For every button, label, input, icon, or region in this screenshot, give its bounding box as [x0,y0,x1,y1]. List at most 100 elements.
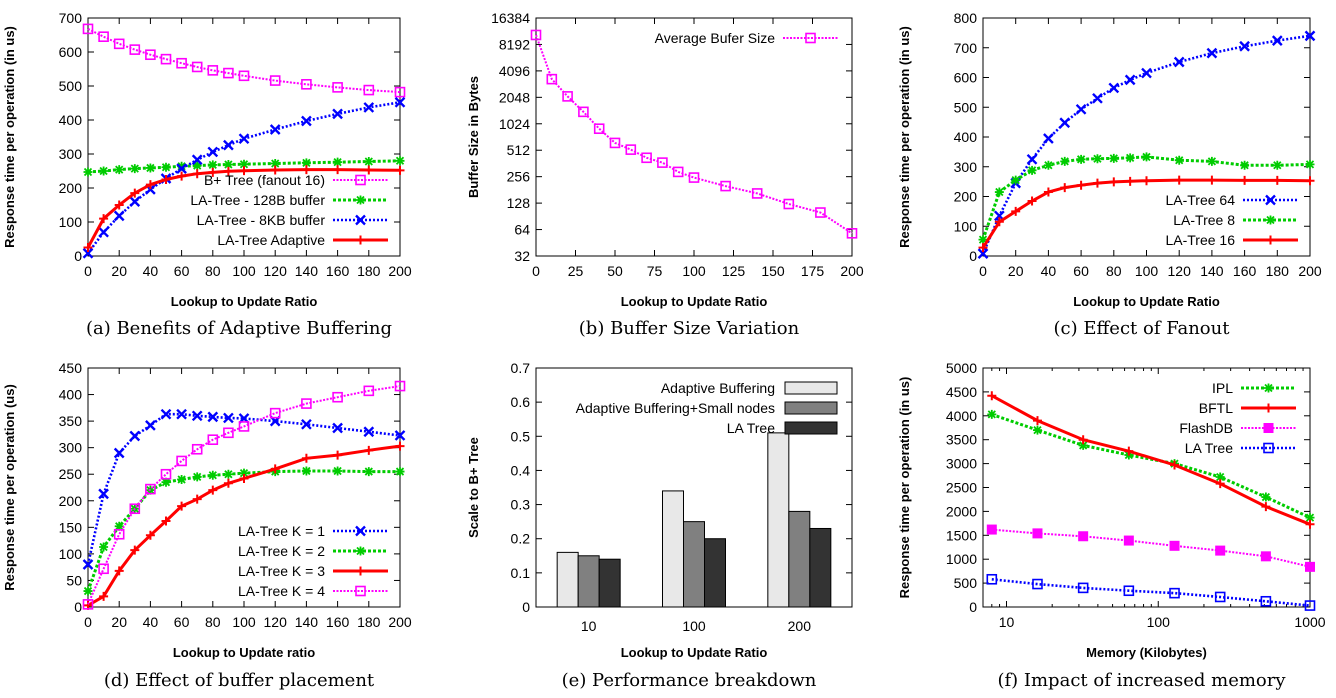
data-point-3-5 [1043,187,1053,197]
y-tick-label: 2048 [499,89,530,105]
legend-marker [1266,215,1275,225]
data-point-1-15 [815,207,826,218]
y-axis-title: Response time per operation (us) [2,384,17,591]
data-point-1-2 [1032,425,1042,435]
data-point-4-1 [82,599,94,610]
data-point-2-3 [114,165,124,175]
data-point-2-13 [1207,156,1217,166]
x-tick-label: 125 [722,263,746,279]
data-point-1-6 [1215,472,1225,482]
data-point-4-7 [1260,595,1272,607]
data-point-4-13 [301,398,312,409]
y-tick-label: 200 [59,493,83,509]
data-point-2-2 [994,187,1004,197]
x-tick-label: 25 [568,263,584,279]
x-tick-label: 100 [682,263,706,279]
data-point-1-14 [783,198,795,210]
y-tick-label: 300 [59,440,83,456]
data-point-3-15 [363,102,375,113]
y-tick-label: 0.3 [511,497,531,513]
data-point-3-15 [1272,175,1282,185]
x-tick-label: 50 [607,263,623,279]
x-tick-label: 200 [1298,263,1322,279]
data-point-1-13 [1206,47,1218,59]
data-point-2-6 [161,162,171,172]
data-point-1-6 [609,137,621,149]
y-tick-label: 50 [66,572,82,588]
data-point-1-13 [751,188,763,199]
data-point-3-8 [191,154,203,166]
data-point-1-6 [160,408,172,420]
x-tick-label: 60 [1073,263,1089,279]
data-point-2-1 [978,235,988,245]
data-point-1-10 [223,412,234,424]
y-tick-label: 1500 [946,527,977,543]
y-tick-label: 450 [59,360,83,376]
x-tick-label: 175 [801,263,825,279]
data-point-4-12 [270,165,280,175]
series-line-2 [86,469,400,592]
data-point-3-2 [994,217,1004,227]
plot-frame [535,17,853,257]
data-point-1-13 [301,418,312,430]
bar-2-1 [577,555,600,608]
data-point-2-8 [192,472,202,482]
y-tick-label: 500 [954,575,978,591]
data-point-1-8 [191,410,203,422]
data-point-3-15 [364,445,374,455]
data-point-4-3 [114,200,124,210]
series-line-2 [87,159,401,174]
series-line-3 [981,178,1311,249]
data-point-3-14 [332,108,343,120]
series-line-3 [87,444,401,607]
legend-marker [356,235,365,245]
legend-label: LA-Tree - 128B buffer [190,192,325,208]
y-tick-label: 8192 [499,36,530,52]
data-point-2-3 [114,521,124,531]
data-point-2-8 [1092,154,1102,164]
x-tick-label: 100 [1135,263,1159,279]
caption: (d) Effect of buffer placement [104,670,375,691]
data-point-1-12 [1173,56,1185,68]
x-tick-label: 100 [232,263,256,279]
x-axis-title: Lookup to Update Ratio [621,294,768,309]
data-point-4-4 [1123,585,1135,597]
data-point-1-1 [977,248,989,259]
data-point-1-5 [145,49,156,61]
x-tick-label: 160 [1233,263,1257,279]
data-point-2-15 [364,467,374,477]
y-tick-label: 600 [954,70,978,86]
data-point-3-12 [269,124,281,135]
data-point-1-11 [238,70,250,82]
data-point-1-8 [1305,513,1315,523]
y-tick-label: 400 [954,129,978,145]
data-point-2-5 [1043,160,1053,170]
legend-marker [356,195,365,205]
y-tick-label: 500 [59,78,83,94]
chart-panel-5: 0 0.1 0.2 0.3 0.4 0.5 0.6 0.7 10 100 200 Lookup to … [466,360,853,691]
series-line-2 [991,394,1311,526]
plot-frame [982,367,1311,608]
x-tick-label: 140 [1200,263,1224,279]
data-point-2-15 [1272,160,1282,170]
chart-panel-3: 0 100 200 300 400 500 600 700 800 0 20 40 60 80 100 120… [897,10,1322,339]
legend-label: LA-Tree 16 [1165,232,1235,248]
series-line-4 [991,578,1311,607]
data-point-2-7 [1261,502,1271,512]
data-point-3-5 [145,530,155,540]
y-tick-label: 4096 [499,63,530,79]
data-point-1-16 [846,228,858,239]
data-point-1-12 [269,75,281,86]
data-point-1-3 [562,91,573,102]
legend-label: B+ Tree (fanout 16) [204,172,325,188]
data-point-4-14 [333,165,343,175]
y-tick-label: 0 [969,248,977,264]
y-tick-label: 512 [507,142,531,158]
y-tick-label: 2000 [946,503,977,519]
data-point-1-2 [546,73,558,85]
data-point-3-9 [1109,177,1119,187]
legend-marker [1263,442,1274,454]
data-point-2-10 [223,160,233,170]
data-point-1-4 [1026,153,1038,165]
